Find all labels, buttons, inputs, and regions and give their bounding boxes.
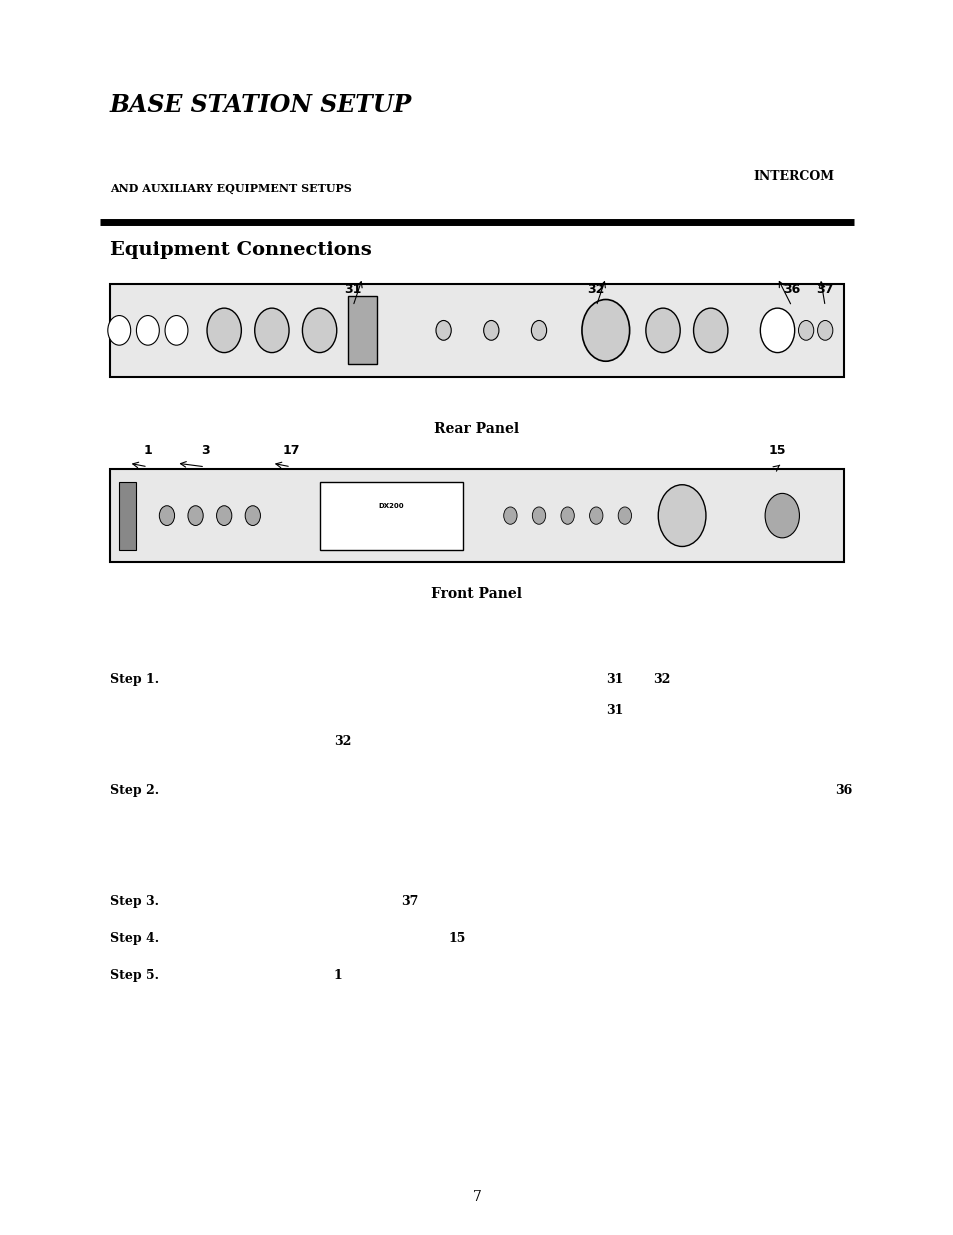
Bar: [319, 482, 462, 550]
Bar: [119, 482, 136, 550]
Circle shape: [531, 321, 546, 341]
Circle shape: [436, 321, 451, 341]
Text: 32: 32: [587, 283, 604, 296]
Text: 7: 7: [472, 1191, 481, 1204]
Circle shape: [245, 506, 260, 526]
Circle shape: [764, 493, 799, 538]
Text: AND AUXILIARY EQUIPMENT SETUPS: AND AUXILIARY EQUIPMENT SETUPS: [110, 183, 351, 194]
Circle shape: [483, 321, 498, 341]
Circle shape: [532, 506, 545, 524]
Bar: [110, 469, 843, 562]
Text: INTERCOM: INTERCOM: [753, 170, 834, 184]
Text: 32: 32: [653, 673, 670, 687]
Text: 36: 36: [834, 784, 851, 798]
Text: 31: 31: [605, 673, 622, 687]
Text: Equipment Connections: Equipment Connections: [110, 241, 371, 259]
Text: DX200: DX200: [378, 504, 403, 509]
Circle shape: [645, 309, 679, 353]
Text: 37: 37: [400, 895, 417, 909]
Circle shape: [693, 309, 727, 353]
Text: 31: 31: [605, 704, 622, 718]
Circle shape: [254, 309, 289, 353]
Circle shape: [207, 309, 241, 353]
Circle shape: [159, 506, 174, 526]
Circle shape: [817, 321, 832, 341]
Text: Step 1.: Step 1.: [110, 673, 158, 687]
Text: 17: 17: [282, 443, 299, 457]
Circle shape: [136, 316, 159, 346]
Text: Step 2.: Step 2.: [110, 784, 158, 798]
Text: BASE STATION SETUP: BASE STATION SETUP: [110, 93, 412, 116]
Circle shape: [108, 316, 131, 346]
Circle shape: [618, 506, 631, 524]
Text: 37: 37: [816, 283, 833, 296]
Circle shape: [302, 309, 336, 353]
Circle shape: [798, 321, 813, 341]
Circle shape: [581, 300, 629, 362]
Text: Step 3.: Step 3.: [110, 895, 158, 909]
Text: 31: 31: [344, 283, 361, 296]
Text: Rear Panel: Rear Panel: [434, 422, 519, 436]
Text: 36: 36: [782, 283, 800, 296]
Text: 15: 15: [768, 443, 785, 457]
Bar: [110, 284, 843, 377]
Text: Step 4.: Step 4.: [110, 932, 158, 946]
Circle shape: [503, 506, 517, 524]
Text: 1: 1: [334, 969, 342, 983]
Bar: [348, 296, 376, 364]
Circle shape: [216, 506, 232, 526]
Circle shape: [589, 506, 602, 524]
Text: 15: 15: [448, 932, 465, 946]
Text: 3: 3: [200, 443, 210, 457]
Text: Step 5.: Step 5.: [110, 969, 158, 983]
Text: 1: 1: [143, 443, 152, 457]
Circle shape: [760, 309, 794, 353]
Text: 32: 32: [334, 735, 351, 748]
Text: Front Panel: Front Panel: [431, 587, 522, 600]
Circle shape: [188, 506, 203, 526]
Circle shape: [658, 484, 705, 546]
Circle shape: [560, 506, 574, 524]
Circle shape: [165, 316, 188, 346]
